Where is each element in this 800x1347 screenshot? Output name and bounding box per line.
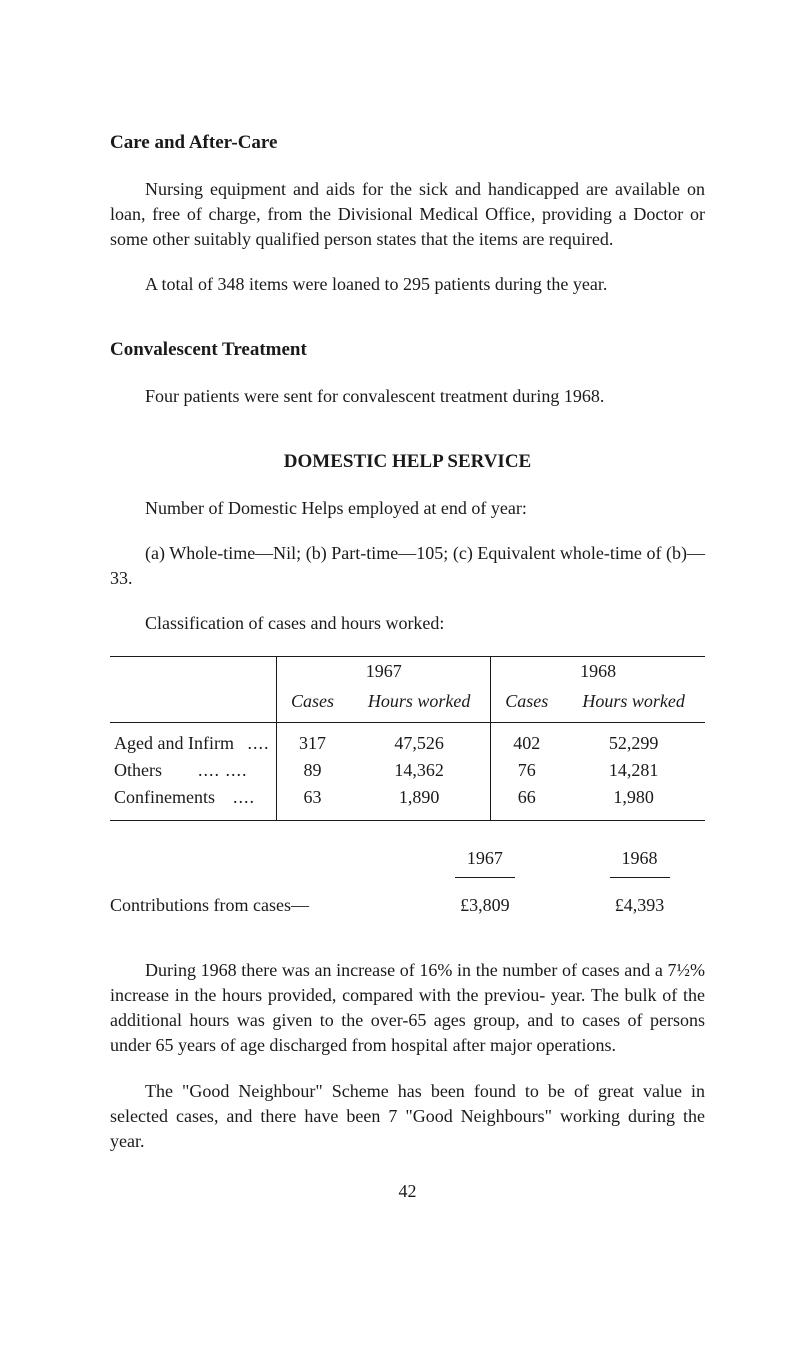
section-domestic-help: DOMESTIC HELP SERVICE Number of Domestic… bbox=[110, 449, 705, 636]
col-cases-2: Cases bbox=[491, 687, 562, 723]
col-hours-1: Hours worked bbox=[348, 687, 491, 723]
row-label-others: Others .... .... bbox=[110, 757, 277, 784]
contrib-block-1968: 1968 bbox=[574, 846, 705, 882]
year-1967: 1967 bbox=[277, 657, 491, 687]
page-number: 42 bbox=[110, 1179, 705, 1204]
contrib-year-1968: 1968 bbox=[574, 846, 705, 876]
contributions-row: 1967 1968 bbox=[110, 846, 705, 882]
para-domestic-3: Classification of cases and hours worked… bbox=[110, 611, 705, 636]
table-classification: 1967 1968 Cases Hours worked Cases Hours… bbox=[110, 656, 705, 821]
contrib-block-1967: 1967 bbox=[419, 846, 550, 882]
cell-conf-hours-67: 1,890 bbox=[348, 784, 491, 821]
contributions-values-row: Contributions from cases— £3,809 £4,393 bbox=[110, 893, 705, 918]
para-domestic-2: (a) Whole-time—Nil; (b) Part-time—105; (… bbox=[110, 541, 705, 591]
para-convalescent-1: Four patients were sent for convalescent… bbox=[110, 384, 705, 409]
heading-care: Care and After-Care bbox=[110, 130, 705, 157]
cell-others-hours-67: 14,362 bbox=[348, 757, 491, 784]
cell-conf-cases-67: 63 bbox=[277, 784, 348, 821]
row-label-aged: Aged and Infirm .... bbox=[110, 722, 277, 757]
table-row: Confinements .... 63 1,890 66 1,980 bbox=[110, 784, 705, 821]
para-domestic-1: Number of Domestic Helps employed at end… bbox=[110, 496, 705, 521]
section-care-aftercare: Care and After-Care Nursing equipment an… bbox=[110, 130, 705, 297]
cell-others-cases-67: 89 bbox=[277, 757, 348, 784]
year-header-row: 1967 1968 bbox=[110, 657, 705, 687]
column-header-row: Cases Hours worked Cases Hours worked bbox=[110, 687, 705, 723]
cell-aged-hours-68: 52,299 bbox=[562, 722, 705, 757]
col-cases-1: Cases bbox=[277, 687, 348, 723]
heading-domestic: DOMESTIC HELP SERVICE bbox=[110, 449, 705, 476]
col-hours-2: Hours worked bbox=[562, 687, 705, 723]
year-1968: 1968 bbox=[491, 657, 705, 687]
para-care-2: A total of 348 items were loaned to 295 … bbox=[110, 272, 705, 297]
contrib-label: Contributions from cases— bbox=[110, 893, 396, 918]
table-row: Aged and Infirm .... 317 47,526 402 52,2… bbox=[110, 722, 705, 757]
contrib-label-spacer bbox=[110, 846, 396, 882]
divider-1967 bbox=[455, 877, 515, 878]
divider-1968 bbox=[610, 877, 670, 878]
para-good-neighbour: The "Good Neighbour" Scheme has been fou… bbox=[110, 1079, 705, 1155]
cases-hours-table: 1967 1968 Cases Hours worked Cases Hours… bbox=[110, 656, 705, 821]
cell-conf-cases-68: 66 bbox=[491, 784, 562, 821]
cell-aged-cases-67: 317 bbox=[277, 722, 348, 757]
para-increase: During 1968 there was an increase of 16%… bbox=[110, 958, 705, 1059]
cell-aged-hours-67: 47,526 bbox=[348, 722, 491, 757]
contrib-val-1967: £3,809 bbox=[419, 893, 550, 918]
cell-others-hours-68: 14,281 bbox=[562, 757, 705, 784]
cell-aged-cases-68: 402 bbox=[491, 722, 562, 757]
heading-convalescent: Convalescent Treatment bbox=[110, 337, 705, 364]
para-care-1: Nursing equipment and aids for the sick … bbox=[110, 177, 705, 253]
section-convalescent: Convalescent Treatment Four patients wer… bbox=[110, 337, 705, 409]
cell-conf-hours-68: 1,980 bbox=[562, 784, 705, 821]
table-row: Others .... .... 89 14,362 76 14,281 bbox=[110, 757, 705, 784]
row-label-confinements: Confinements .... bbox=[110, 784, 277, 821]
cell-others-cases-68: 76 bbox=[491, 757, 562, 784]
contrib-year-1967: 1967 bbox=[419, 846, 550, 876]
contrib-val-1968: £4,393 bbox=[574, 893, 705, 918]
